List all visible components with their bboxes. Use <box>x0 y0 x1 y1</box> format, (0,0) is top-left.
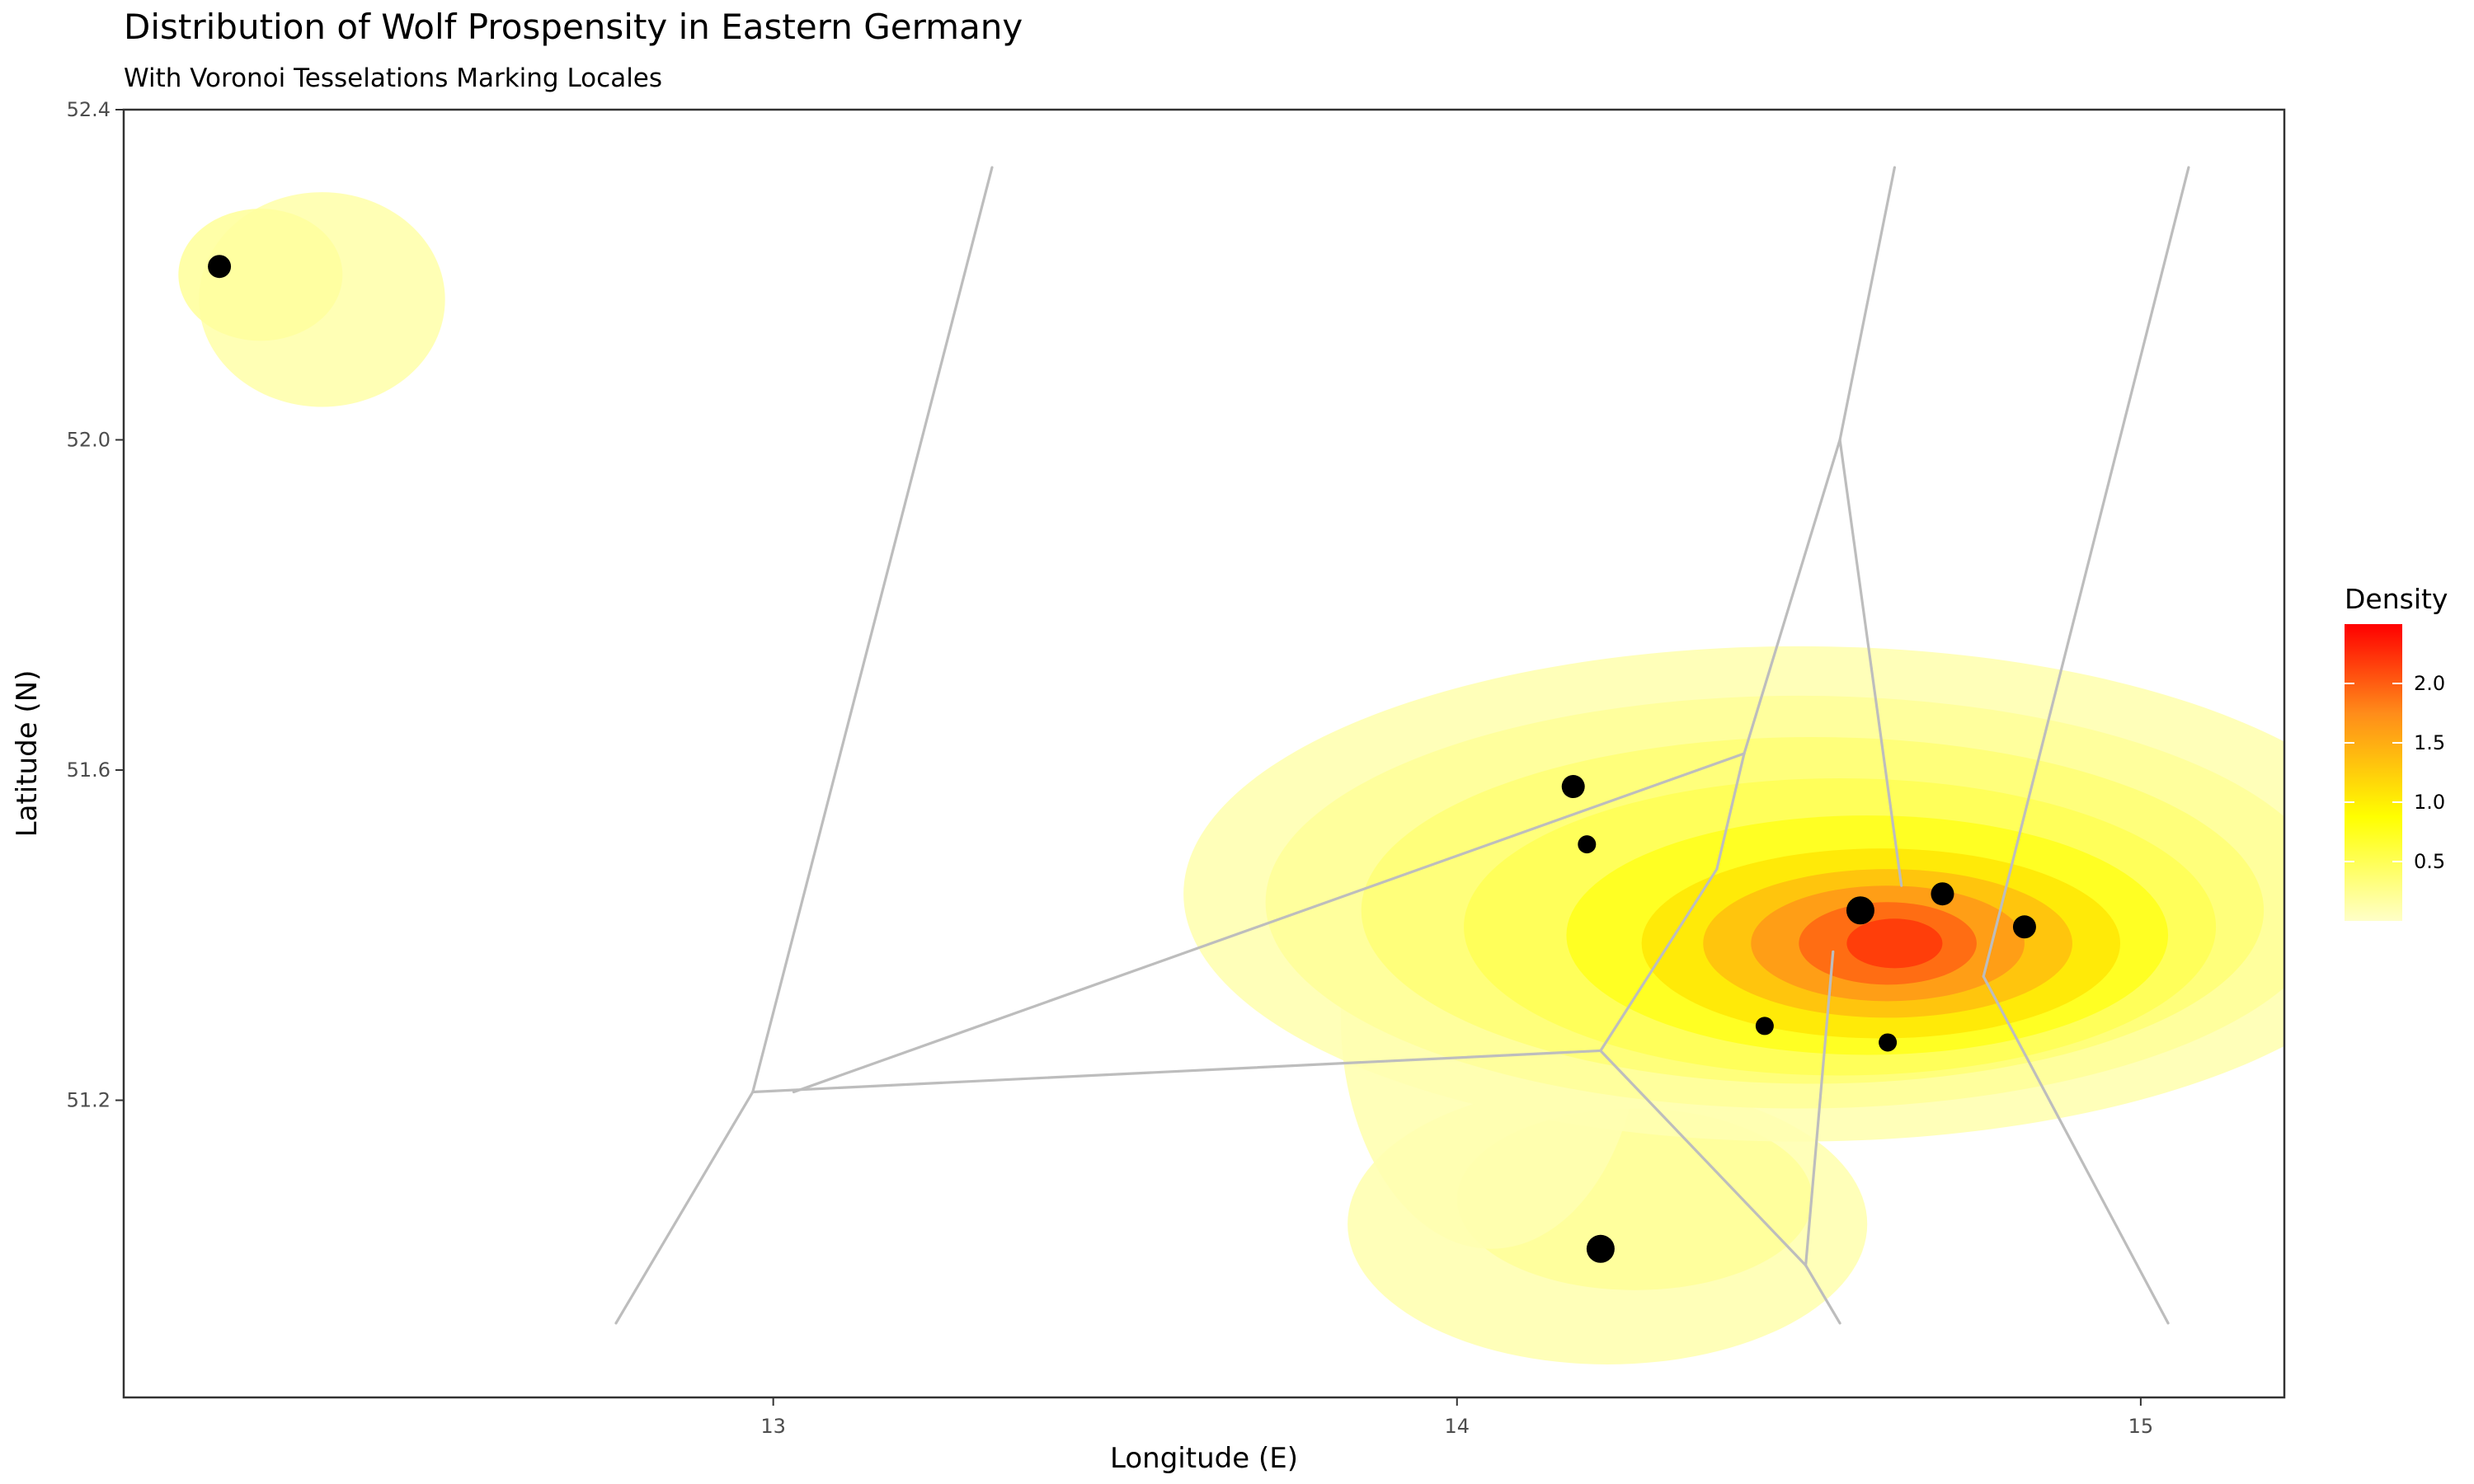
data-point <box>1561 775 1585 799</box>
data-point <box>208 255 232 279</box>
density-contour <box>1846 918 1943 969</box>
legend-colorbar <box>2345 624 2402 921</box>
chart-subtitle: With Voronoi Tesselations Marking Locale… <box>124 63 662 93</box>
data-point <box>1755 1017 1774 1036</box>
y-axis: 51.2 51.6 52.0 52.4 <box>67 98 124 1112</box>
data-point <box>1586 1234 1615 1263</box>
legend-tick-label: 1.0 <box>2414 791 2445 814</box>
legend-tick-label: 2.0 <box>2414 672 2445 695</box>
density-contour <box>178 209 343 341</box>
voronoi-edge <box>1599 867 1719 1053</box>
voronoi-edge <box>1804 1264 1841 1325</box>
chart-title: Distribution of Wolf Prospensity in East… <box>124 7 1023 47</box>
data-point <box>1578 835 1597 854</box>
voronoi-edge <box>751 166 994 1094</box>
voronoi-edge <box>751 1049 1602 1094</box>
legend-tick-label: 0.5 <box>2414 850 2445 873</box>
voronoi-edge <box>792 752 1746 1094</box>
voronoi-edge <box>1982 166 2190 978</box>
x-axis: 13 14 15 <box>760 1397 2153 1438</box>
y-tick-label: 51.6 <box>67 758 111 782</box>
x-tick-label: 13 <box>760 1415 786 1438</box>
voronoi-edge <box>1599 1049 1808 1267</box>
legend-title: Density <box>2345 583 2448 615</box>
y-axis-title: Latitude (N) <box>11 670 44 838</box>
data-point <box>1846 896 1874 925</box>
voronoi-edge <box>1715 752 1746 871</box>
voronoi-edge <box>614 1090 755 1325</box>
data-point <box>1879 1033 1898 1052</box>
legend-ticks: 0.5 1.0 1.5 2.0 <box>2345 672 2445 873</box>
voronoi-layer <box>614 166 2190 1325</box>
y-tick-label: 52.4 <box>67 98 111 121</box>
density-layer <box>178 192 2284 1364</box>
voronoi-edge <box>1838 166 1897 442</box>
x-axis-title: Longitude (E) <box>1110 1442 1298 1475</box>
voronoi-edge <box>1838 438 1903 887</box>
x-tick-label: 15 <box>2128 1415 2154 1438</box>
data-point <box>2012 915 2036 939</box>
data-point <box>1931 882 1954 906</box>
x-tick-label: 14 <box>1444 1415 1470 1438</box>
y-tick-label: 52.0 <box>67 429 111 452</box>
y-tick-label: 51.2 <box>67 1089 111 1112</box>
density-legend: Density 0.5 1.0 1.5 2.0 <box>2345 583 2448 921</box>
voronoi-edge <box>1804 950 1835 1267</box>
points-layer <box>208 255 2036 1263</box>
legend-tick-label: 1.5 <box>2414 731 2445 754</box>
voronoi-edge <box>1743 438 1841 755</box>
plot-panel-border <box>122 108 2286 1399</box>
voronoi-edge <box>1982 974 2170 1325</box>
